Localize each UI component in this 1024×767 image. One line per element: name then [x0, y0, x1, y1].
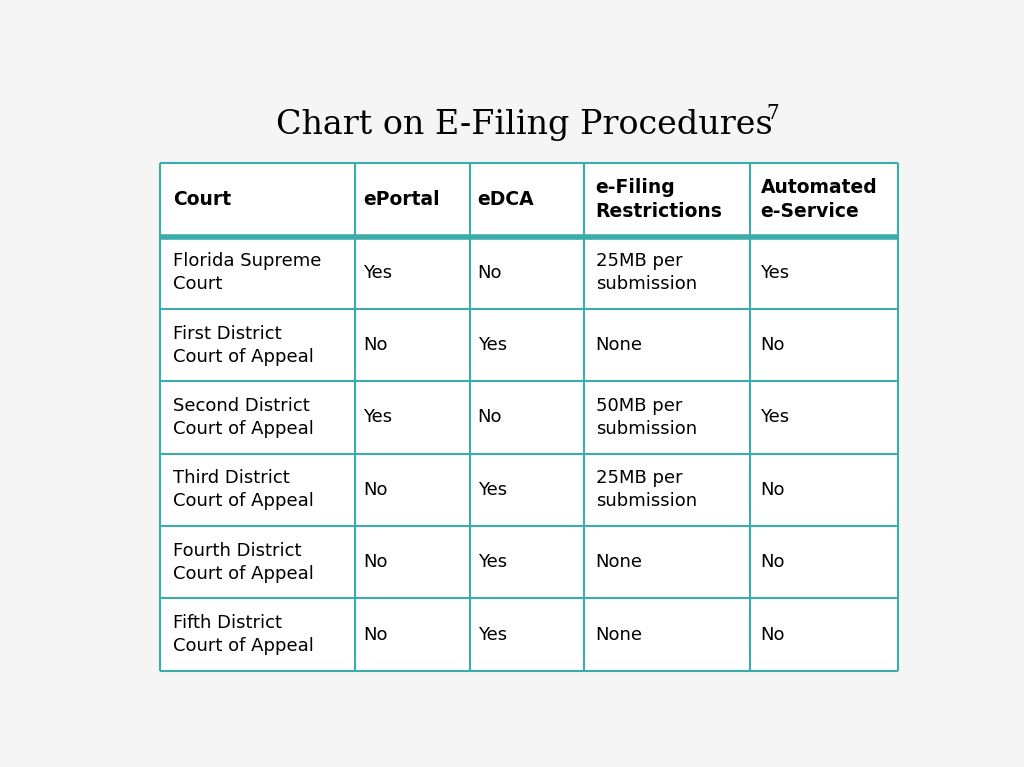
Text: e-Filing
Restrictions: e-Filing Restrictions	[596, 178, 723, 222]
Text: None: None	[596, 336, 643, 354]
Text: None: None	[596, 626, 643, 644]
Text: Yes: Yes	[364, 264, 392, 281]
Text: Yes: Yes	[761, 409, 790, 426]
Text: Yes: Yes	[478, 553, 507, 571]
Text: Chart on E-Filing Procedures: Chart on E-Filing Procedures	[276, 108, 773, 140]
Text: No: No	[364, 481, 388, 499]
Text: Yes: Yes	[478, 626, 507, 644]
Text: Fifth District
Court of Appeal: Fifth District Court of Appeal	[173, 614, 314, 655]
Text: Third District
Court of Appeal: Third District Court of Appeal	[173, 469, 314, 510]
Bar	[160, 163, 898, 671]
Text: Yes: Yes	[364, 409, 392, 426]
Text: ePortal: ePortal	[364, 190, 440, 209]
Text: Yes: Yes	[761, 264, 790, 281]
Text: No: No	[364, 553, 388, 571]
Text: Yes: Yes	[478, 336, 507, 354]
Text: 7: 7	[767, 104, 779, 123]
Text: No: No	[761, 481, 785, 499]
Text: 50MB per
submission: 50MB per submission	[596, 397, 697, 438]
Text: No: No	[761, 336, 785, 354]
Text: 25MB per
submission: 25MB per submission	[596, 469, 697, 510]
Text: Fourth District
Court of Appeal: Fourth District Court of Appeal	[173, 542, 314, 583]
Text: Florida Supreme
Court: Florida Supreme Court	[173, 252, 322, 293]
Text: First District
Court of Appeal: First District Court of Appeal	[173, 324, 314, 366]
Text: 25MB per
submission: 25MB per submission	[596, 252, 697, 293]
Text: Second District
Court of Appeal: Second District Court of Appeal	[173, 397, 314, 438]
Text: Automated
e-Service: Automated e-Service	[761, 178, 878, 222]
Text: eDCA: eDCA	[478, 190, 535, 209]
Text: No: No	[364, 626, 388, 644]
Text: Court: Court	[173, 190, 231, 209]
Text: No: No	[761, 553, 785, 571]
Text: No: No	[761, 626, 785, 644]
Text: None: None	[596, 553, 643, 571]
Text: No: No	[478, 264, 502, 281]
Text: Yes: Yes	[478, 481, 507, 499]
Text: No: No	[364, 336, 388, 354]
Text: No: No	[478, 409, 502, 426]
